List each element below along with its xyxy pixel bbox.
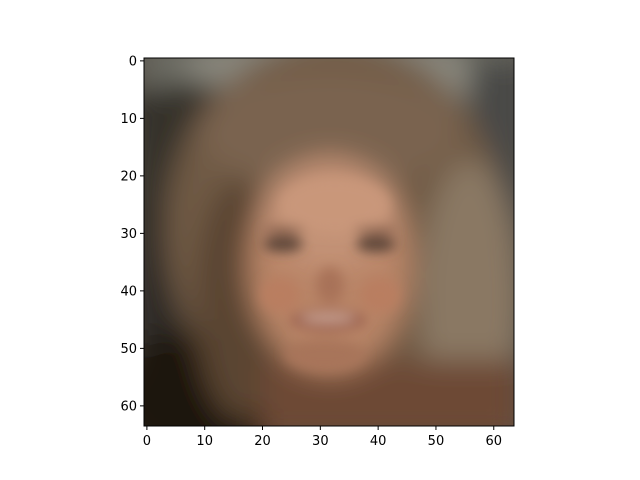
x-tick-label: 0 xyxy=(143,434,151,449)
y-tick-label: 40 xyxy=(120,284,137,299)
y-tick-label: 50 xyxy=(120,342,137,357)
y-tick-label: 20 xyxy=(120,169,137,184)
x-tick-label: 40 xyxy=(370,434,387,449)
y-tick-label: 10 xyxy=(120,112,137,127)
x-tick-label: 50 xyxy=(428,434,445,449)
y-tick-label: 60 xyxy=(120,399,137,414)
y-tick-label: 30 xyxy=(120,227,137,242)
y-axis: 0 10 20 30 40 50 60 xyxy=(120,54,144,414)
x-tick-label: 10 xyxy=(196,434,213,449)
x-tick-label: 30 xyxy=(312,434,329,449)
x-tick-label: 20 xyxy=(254,434,271,449)
x-axis: 0 10 20 30 40 50 60 xyxy=(143,426,502,449)
axes-frame xyxy=(143,57,515,427)
x-tick-label: 60 xyxy=(485,434,502,449)
y-tick-label: 0 xyxy=(129,54,137,69)
face-image xyxy=(144,58,514,426)
